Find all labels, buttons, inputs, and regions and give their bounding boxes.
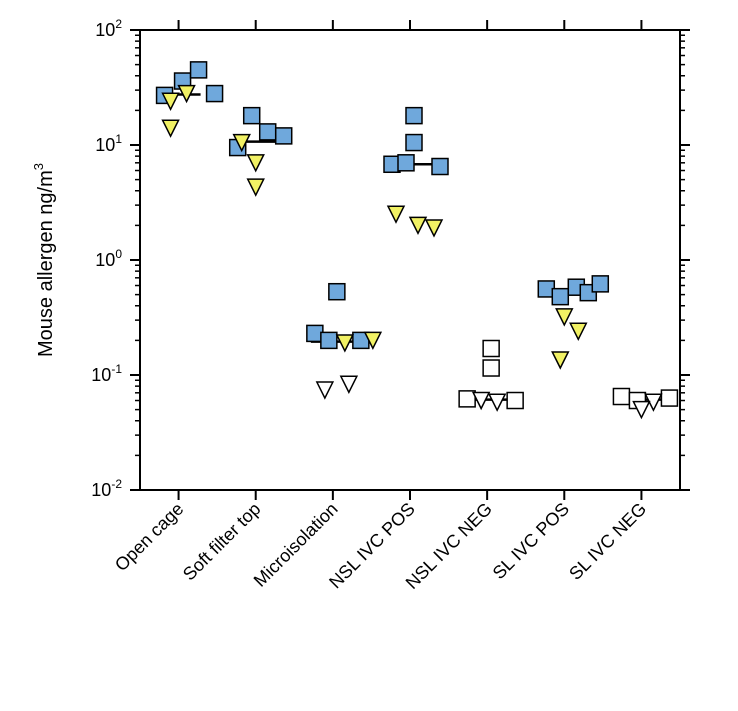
- data-point: [613, 389, 629, 405]
- data-point: [321, 332, 337, 348]
- data-point: [248, 155, 264, 171]
- data-point: [432, 159, 448, 175]
- data-point: [317, 382, 333, 398]
- y-tick-label: 100: [95, 247, 122, 270]
- allergen-scatter-chart: 10-2 10-1 100 101 102 Open cageSoft filter to…: [0, 0, 738, 711]
- data-point: [398, 155, 414, 171]
- data-point: [207, 86, 223, 102]
- category-label: SL IVC NEG: [565, 499, 650, 584]
- data-point: [483, 340, 499, 356]
- data-point: [341, 376, 357, 392]
- category-label: Open cage: [111, 499, 187, 575]
- data-point: [276, 128, 292, 144]
- data-point: [329, 284, 345, 300]
- data-point: [191, 62, 207, 78]
- y-axis-label: Mouse allergen ng/m3: [31, 163, 57, 357]
- y-tick-label: 102: [95, 17, 122, 40]
- data-point: [592, 276, 608, 292]
- data-point: [633, 402, 649, 418]
- data-point: [661, 390, 677, 406]
- data-point: [406, 135, 422, 151]
- data-point: [388, 206, 404, 222]
- data-point: [556, 309, 572, 325]
- y-tick-label: 10-1: [91, 362, 122, 385]
- data-point: [163, 120, 179, 136]
- data-point: [406, 108, 422, 124]
- data-point: [483, 360, 499, 376]
- data-point: [507, 393, 523, 409]
- chart-svg: 10-2 10-1 100 101 102 Open cageSoft filter to…: [0, 0, 738, 711]
- data-point: [570, 323, 586, 339]
- data-point: [248, 179, 264, 195]
- data-point: [337, 335, 353, 351]
- data-point: [552, 352, 568, 368]
- data-point: [489, 394, 505, 410]
- data-point: [244, 108, 260, 124]
- data-point: [410, 217, 426, 233]
- category-label: SL IVC POS: [489, 499, 573, 583]
- category-label: Soft filter top: [179, 499, 265, 585]
- y-tick-label: 101: [95, 132, 122, 155]
- data-point: [426, 220, 442, 236]
- data-point: [260, 124, 276, 140]
- data-point: [552, 289, 568, 305]
- y-tick-label: 10-2: [91, 477, 122, 500]
